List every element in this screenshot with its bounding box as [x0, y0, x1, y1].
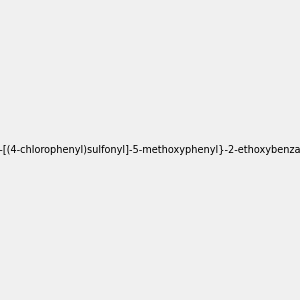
Text: N-{3-[(4-chlorophenyl)sulfonyl]-5-methoxyphenyl}-2-ethoxybenzamide: N-{3-[(4-chlorophenyl)sulfonyl]-5-methox…	[0, 145, 300, 155]
